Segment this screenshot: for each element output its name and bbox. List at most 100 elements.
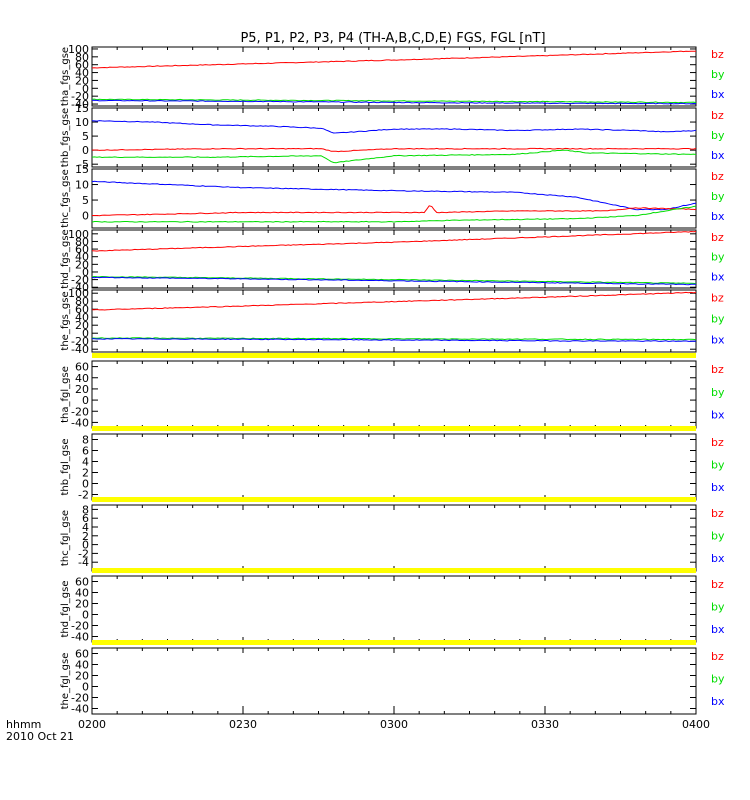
component-label-by: by [711,68,725,81]
y-tick-label: -40 [71,281,89,294]
panel-ylabel: tha_fgl_gse [60,366,71,423]
y-tick-label: 6 [82,445,89,458]
panel-frame [91,575,697,643]
y-tick-label: -2 [78,489,89,502]
y-tick-label: -20 [71,90,89,103]
panel-ylabel: thc_fgl_gse [60,510,71,566]
y-tick-label: 15 [75,163,89,176]
y-tick-label: 40 [75,659,89,672]
y-tick-label: 40 [75,311,89,324]
trace-bx [91,180,697,211]
y-tick-label: 0 [82,82,89,95]
y-tick-label: -40 [71,631,89,644]
trace-bz [91,230,697,252]
component-label-by: by [711,529,725,542]
trace-bx [91,337,697,342]
y-tick-label: 0 [82,478,89,491]
trace-bz [92,205,697,217]
y-tick-label: 80 [75,235,89,248]
y-tick-label: 60 [75,648,89,661]
y-tick-label: 40 [75,251,89,264]
trace-bz [92,291,697,311]
component-label-by: by [711,251,725,264]
y-tick-label: 20 [75,74,89,87]
no-data-band [92,497,696,502]
panel-frame [91,289,697,353]
y-tick-label: 2 [82,467,89,480]
y-tick-label: 0 [82,266,89,279]
y-tick-label: 8 [82,434,89,447]
y-tick-label: 0 [82,394,89,407]
y-tick-label: 100 [68,228,89,241]
no-data-band [92,568,696,573]
panel-ylabel: thb_fgs_gse [60,108,71,167]
y-tick-label: -20 [71,620,89,633]
component-label-bz: bz [711,291,724,304]
y-tick-label: 10 [75,179,89,192]
component-label-bx: bx [711,623,725,636]
y-tick-label: 40 [75,372,89,385]
panel-ylabel: tha_fgs_gse [60,47,71,106]
y-tick-label: -40 [71,98,89,111]
component-label-bz: bz [711,578,724,591]
y-tick-label: -40 [71,703,89,716]
y-tick-label: -20 [71,405,89,418]
y-tick-label: 0 [82,681,89,694]
component-label-bz: bz [711,109,724,122]
x-axis-unit-label: hhmm [6,718,41,731]
y-tick-label: 4 [82,456,89,469]
x-tick-label: 0400 [682,718,710,731]
y-tick-label: 20 [75,319,89,332]
trace-by [91,275,697,285]
component-label-bz: bz [711,650,724,663]
x-tick-label: 0200 [78,718,106,731]
no-data-band [92,426,696,431]
y-tick-label: 100 [68,43,89,56]
y-tick-label: 80 [75,51,89,64]
y-tick-label: -20 [71,335,89,348]
panel-frame [91,504,697,572]
trace-by [91,205,697,223]
component-label-bx: bx [711,270,725,283]
component-label-bx: bx [711,149,725,162]
y-tick-label: 100 [68,287,89,300]
component-label-bz: bz [711,436,724,449]
panel-frame [91,107,697,168]
y-tick-label: -5 [78,158,89,171]
component-label-bz: bz [711,170,724,183]
panel-frame [91,647,697,715]
component-label-bx: bx [711,481,725,494]
x-tick-label: 0330 [531,718,559,731]
y-tick-label: 80 [75,295,89,308]
panel-ylabel: the_fgs_gse [60,291,71,350]
panel-ylabel: thb_fgl_gse [60,439,71,496]
trace-bz [91,50,697,69]
panel-frame [91,433,697,501]
trace-by [91,337,697,341]
component-label-by: by [711,190,725,203]
chart-title: P5, P1, P2, P3, P4 (TH-A,B,C,D,E) FGS, F… [240,31,545,46]
y-tick-label: -2 [78,547,89,560]
y-tick-label: -4 [78,556,89,569]
component-label-bz: bz [711,507,724,520]
y-tick-label: 10 [75,116,89,129]
y-tick-label: 20 [75,258,89,271]
y-tick-label: 60 [75,59,89,72]
panel-ylabel: thd_fgl_gse [60,581,71,638]
y-tick-label: -20 [71,274,89,287]
no-data-band [92,640,696,645]
trace-by [91,98,697,104]
component-label-bz: bz [711,363,724,376]
component-label-bx: bx [711,334,725,347]
y-tick-label: 60 [75,303,89,316]
y-tick-label: 0 [82,609,89,622]
y-tick-label: 0 [82,210,89,223]
component-label-bz: bz [711,231,724,244]
